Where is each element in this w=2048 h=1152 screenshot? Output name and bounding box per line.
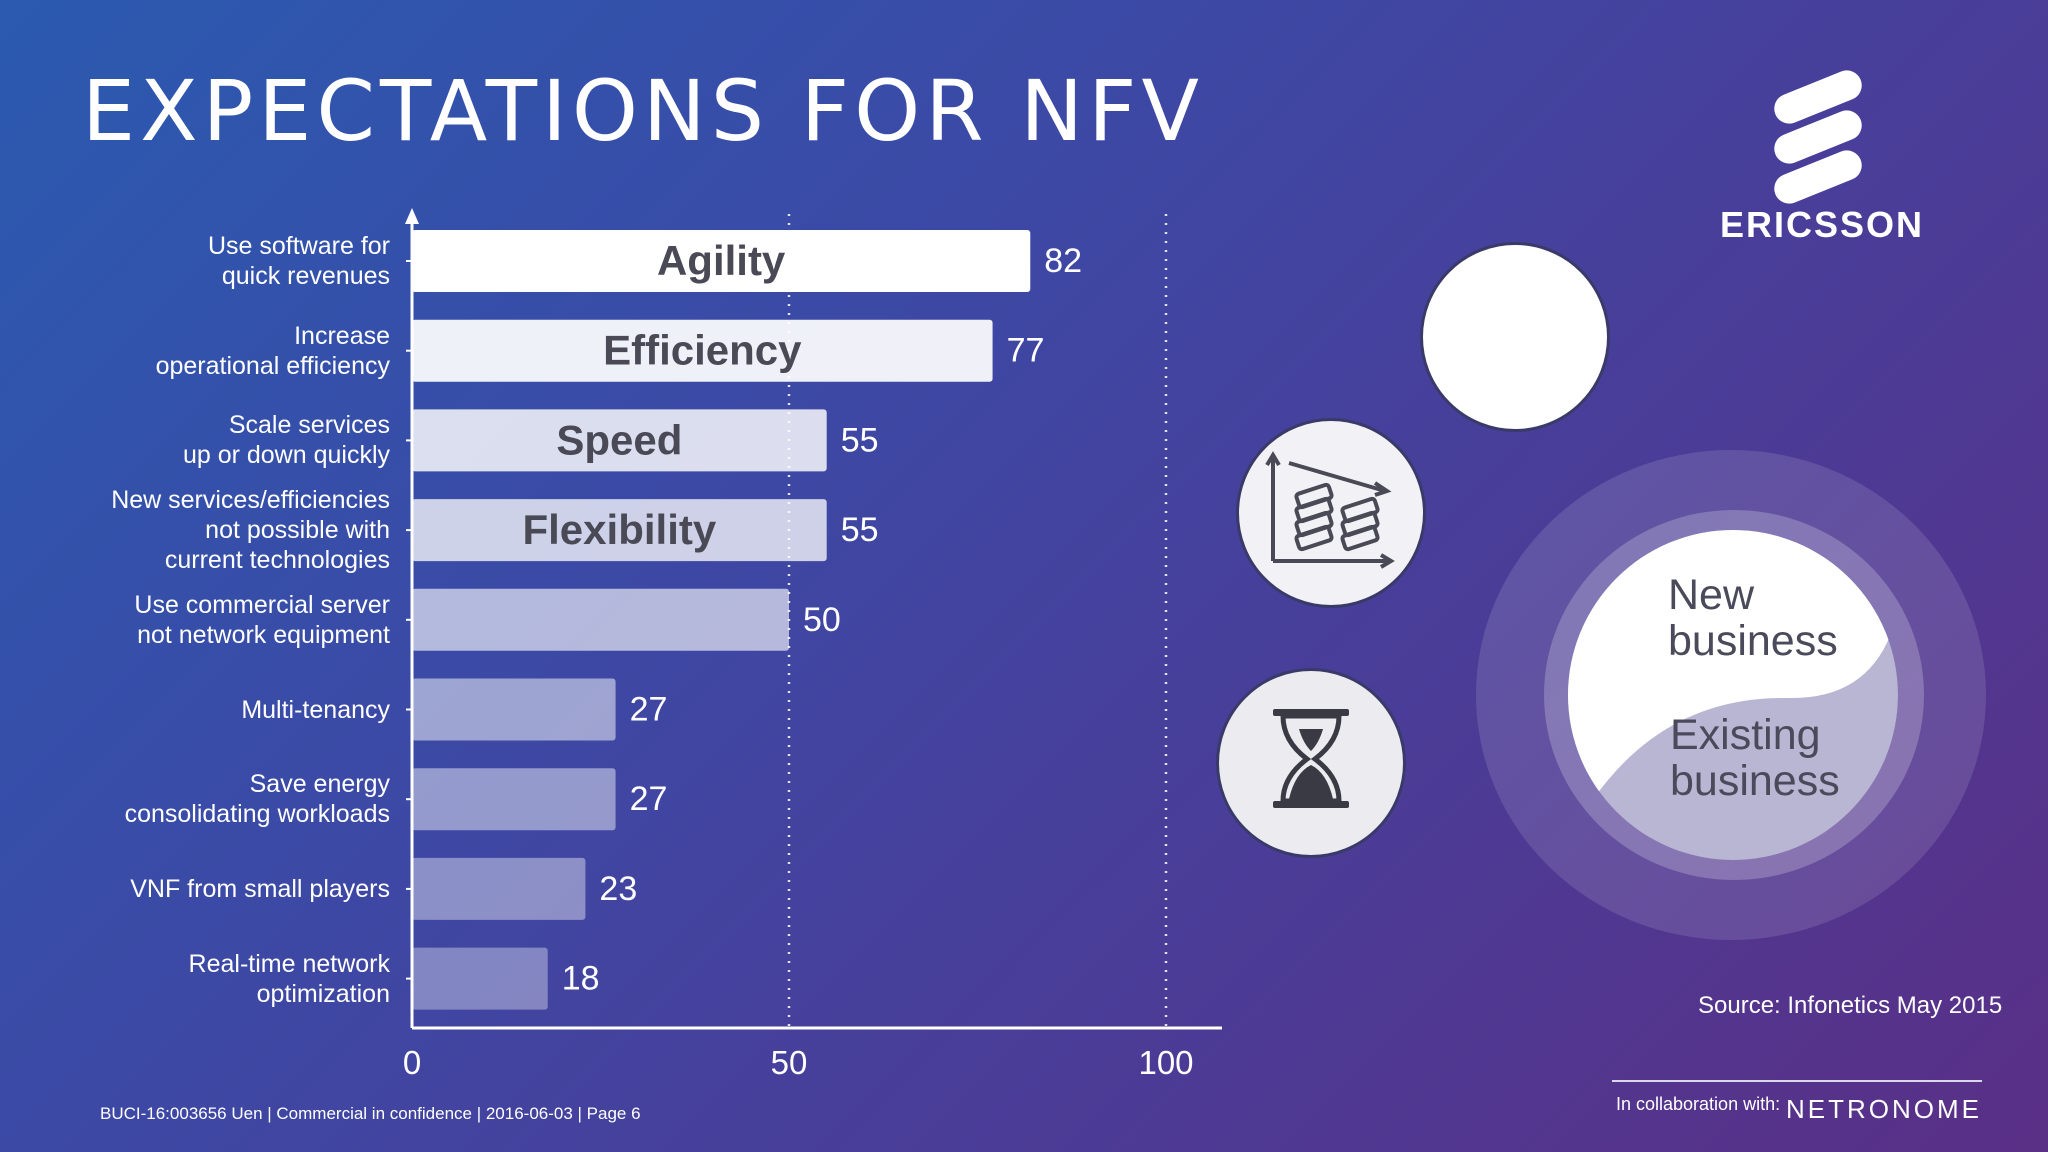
bar-value-label-2: 55 [841,421,879,459]
chart-trend-money-icon [1236,418,1426,608]
x-tick-label-50: 50 [771,1044,808,1081]
category-label-3: New services/efficiencies not possible w… [111,486,390,575]
bar-inner-label-2: Speed [556,416,682,463]
new-business-label: New business [1668,572,1838,664]
bar-7 [412,857,586,920]
bar-4 [412,588,789,651]
category-label-4: Use commercial server not network equipm… [134,590,390,649]
bar-value-label-6: 27 [630,780,668,818]
bar-value-label-3: 55 [841,511,879,549]
bar-5 [412,678,616,741]
bar-chart: Agility 82 Efficiency 77 Speed 55 Flexibility 5… [403,208,1193,1081]
bar-inner-label-1: Efficiency [603,327,802,374]
bar-value-label-4: 50 [803,601,841,639]
bar-0 [412,230,1031,292]
category-label-6: Save energy consolidating workloads [124,770,390,829]
ericsson-logo-icon [1774,70,1862,204]
bar-value-label-8: 18 [562,960,600,998]
bar-value-label-1: 77 [1007,332,1045,370]
collab-label: In collaboration with: [1616,1094,1781,1114]
brand-name: ERICSSON [1719,204,1925,245]
bar-inner-label-0: Agility [657,237,786,284]
bar-2 [412,409,827,472]
existing-business-label: Existing business [1670,712,1840,804]
partner-logo-text: NETRONOME [1786,1094,1982,1124]
category-label-8: Real-time network optimization [188,949,390,1008]
category-label-5: Multi-tenancy [241,695,390,724]
source-note: Source: Infonetics May 2015 [1698,992,2003,1019]
new-business-text: New business [1668,571,1838,665]
category-label-2: Scale services up or down quickly [182,411,390,470]
bar-value-label-7: 23 [599,870,637,908]
bar-6 [412,768,616,831]
x-tick-label-100: 100 [1138,1044,1193,1081]
bar-1 [412,319,993,382]
bar-inner-label-3: Flexibility [522,506,716,553]
bar-value-label-0: 82 [1044,242,1082,280]
bar-3 [412,499,827,562]
bar-value-label-5: 27 [630,691,668,729]
y-axis-arrow [405,208,419,224]
business-yin-yang [1568,530,1898,860]
category-label-0: Use software for quick revenues [207,232,390,290]
category-label-1: Increase operational efficiency [155,321,390,380]
bar-8 [412,947,548,1010]
slide-title: EXPECTATIONS FOR NFV [82,62,1204,160]
footer-text: BUCI-16:003656 Uen | Commercial in confi… [100,1104,641,1123]
collab-divider [1612,1080,1982,1082]
x-tick-label-0: 0 [403,1044,421,1081]
existing-business-text: Existing business [1670,711,1840,805]
hourglass-icon [1216,668,1406,858]
category-label-7: VNF from small players [130,874,390,903]
blank-circle [1420,242,1610,432]
